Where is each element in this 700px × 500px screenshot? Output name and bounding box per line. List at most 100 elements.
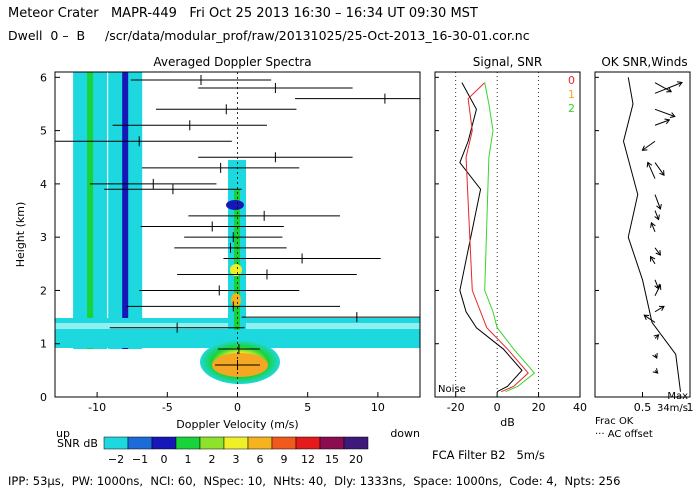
wind-arrowhead (659, 170, 665, 176)
y-tick-label: 1 (40, 338, 47, 351)
colorbar-swatch-4 (199, 436, 225, 450)
colorbar-swatch-10 (343, 436, 369, 450)
corner-label-down: down (390, 427, 420, 440)
y-tick-label: 5 (40, 125, 47, 138)
wind-arrowhead (656, 203, 662, 210)
x-tick-label: 20 (532, 401, 546, 414)
corner-label-up: up (56, 427, 70, 440)
ok-winds-frame (594, 71, 691, 398)
wind-arrow (647, 162, 656, 179)
wind-arrowhead (655, 284, 662, 290)
colorbar-swatch-7 (271, 436, 297, 450)
echo-blob-1p8 (231, 293, 241, 307)
wind-arrowhead (653, 334, 660, 340)
wind-arrow (654, 247, 661, 256)
filter-label: FCA Filter B2 5m/s (432, 448, 545, 462)
legend-entry-1: 1 (568, 88, 575, 101)
wind-arrowhead (652, 368, 659, 374)
wind-arrowhead (655, 249, 661, 256)
legend-entry-0: 0 (568, 74, 575, 87)
colorbar-level: 1 (185, 453, 192, 466)
colorbar-level: 12 (301, 453, 315, 466)
x-tick-label: -10 (88, 401, 106, 414)
spectra-ylabel: Height (km) (14, 202, 27, 268)
colorbar-swatch-0 (103, 436, 129, 450)
wind-arrow (654, 119, 670, 126)
colorbar-level: 3 (233, 453, 240, 466)
wind-arrow (654, 82, 683, 94)
colorbar-swatch-3 (175, 436, 201, 450)
x-tick-label: 10 (371, 401, 385, 414)
colorbar-level: 0 (161, 453, 168, 466)
colorbar-swatch-5 (223, 436, 249, 450)
wind-arrowhead (664, 118, 671, 125)
wind-arrow (654, 108, 675, 117)
wind-arrow (650, 222, 656, 233)
spectra-title: Averaged Doppler Spectra (153, 55, 311, 69)
x-tick-label: -5 (162, 401, 173, 414)
wind-arrow (654, 284, 661, 296)
y-tick-label: 3 (40, 231, 47, 244)
wind-arrowhead (650, 221, 656, 228)
signal-xlabel: dB (500, 416, 515, 429)
wind-arrow (654, 162, 665, 176)
wind-arrow (642, 140, 656, 151)
velocity-band-core-0 (87, 72, 94, 350)
y-tick-label: 4 (40, 178, 47, 191)
x-tick-label: 0.5 (634, 401, 652, 414)
colorbar-swatch-2 (151, 436, 177, 450)
winds-title: OK SNR,Winds (601, 55, 687, 69)
colorbar-swatch-6 (247, 436, 273, 450)
wind-arrowhead (646, 161, 653, 168)
colorbar-level: 6 (257, 453, 264, 466)
frac-ok-label: Frac OK (595, 416, 634, 427)
signal-snr-frame (434, 71, 581, 398)
velocity-band-core-1 (122, 72, 129, 350)
x-tick-label: -20 (447, 401, 465, 414)
legend-entry-2: 2 (568, 102, 575, 115)
series-line-1 (465, 82, 529, 393)
wind-arrow (654, 210, 660, 220)
y-tick-label: 0 (40, 391, 47, 404)
echo-blob-3p6 (226, 200, 244, 210)
colorbar-swatch-8 (295, 436, 321, 450)
footer-params: IPP: 53μs, PW: 1000ns, NCI: 60, NSpec: 1… (8, 474, 621, 488)
x-tick-label: 0 (494, 401, 501, 414)
wind-arrowhead (643, 314, 650, 320)
colorbar-title: SNR dB (57, 437, 98, 450)
wind-arrow (643, 314, 656, 323)
y-tick-label: 6 (40, 71, 47, 84)
wind-arrow (654, 279, 660, 289)
x-tick-label: 5 (304, 401, 311, 414)
colorbar-level: 15 (325, 453, 339, 466)
spectra-xlabel: Doppler Velocity (m/s) (176, 418, 298, 431)
frac-ok-line (622, 77, 681, 392)
x-tick-label: 1 (687, 401, 694, 414)
wind-arrowhead (652, 352, 658, 359)
signal-title: Signal, SNR (473, 55, 542, 69)
colorbar-level: 20 (349, 453, 363, 466)
ac-offset-label: ··· AC offset (595, 429, 653, 440)
wind-arrow (650, 256, 656, 265)
wind-arrow (654, 194, 661, 210)
max-label: Max (667, 391, 688, 402)
colorbar-swatch-9 (319, 436, 345, 450)
x-tick-label: 40 (573, 401, 587, 414)
max-value: 34m/s (657, 403, 688, 414)
wind-arrowhead (649, 255, 656, 262)
wind-arrow (654, 305, 665, 313)
central-signal-core (234, 190, 240, 330)
x-tick-label: 0 (234, 401, 241, 414)
wind-arrowhead (669, 112, 676, 118)
y-tick-label: 2 (40, 284, 47, 297)
wind-arrowhead (654, 214, 660, 221)
colorbar-level: −1 (132, 453, 148, 466)
wind-arrowhead (658, 305, 665, 312)
header-line1: Meteor Crater MAPR-449 Fri Oct 25 2013 1… (8, 6, 478, 21)
echo-blob-2p4 (230, 264, 242, 276)
wind-arrowhead (666, 87, 673, 93)
series-line-2 (484, 82, 536, 393)
wind-arrowhead (641, 145, 648, 151)
colorbar-level: −2 (108, 453, 124, 466)
